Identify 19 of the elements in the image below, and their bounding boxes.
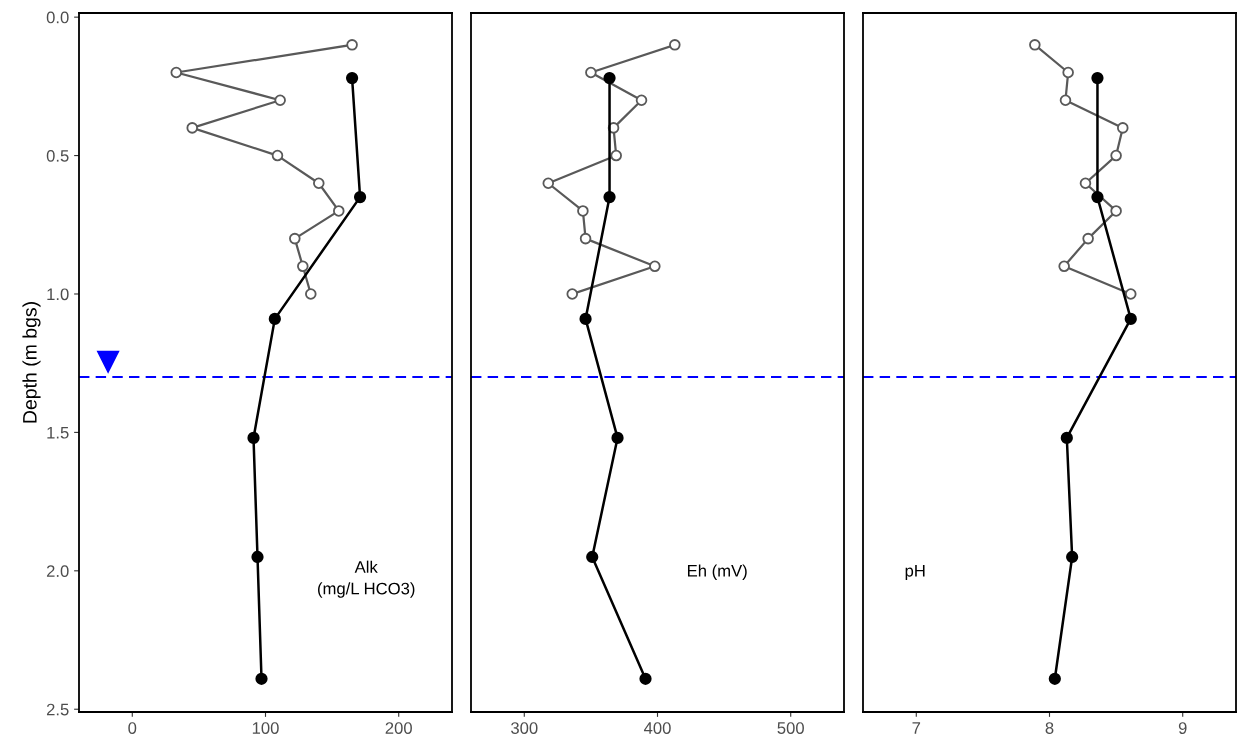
annotation: Eh (mV) xyxy=(687,564,747,580)
x-tick-label: 500 xyxy=(777,722,804,734)
annotation: pH xyxy=(905,565,925,580)
x-tick-label: 8 xyxy=(1045,722,1054,734)
y-tick-label: 0.5 xyxy=(46,149,69,162)
y-tick-label: 1.5 xyxy=(47,426,69,439)
x-tick-label: 0 xyxy=(128,722,137,734)
y-tick-label: 2.0 xyxy=(46,565,69,578)
x-tick-label: 200 xyxy=(385,722,412,734)
y-tick-label: 1.0 xyxy=(47,288,69,301)
x-tick-label: 300 xyxy=(511,722,538,734)
x-tick-label: 400 xyxy=(643,722,671,734)
x-tick-label: 9 xyxy=(1178,722,1187,734)
x-tick-label: 100 xyxy=(252,722,279,734)
x-tick-label: 7 xyxy=(912,722,921,734)
y-axis-title: Depth (m bgs) xyxy=(22,302,41,423)
y-tick-label: 0.0 xyxy=(46,11,69,24)
annotation: Alk (mg/L HCO3) xyxy=(318,560,415,598)
y-tick-label: 2.5 xyxy=(46,703,69,716)
